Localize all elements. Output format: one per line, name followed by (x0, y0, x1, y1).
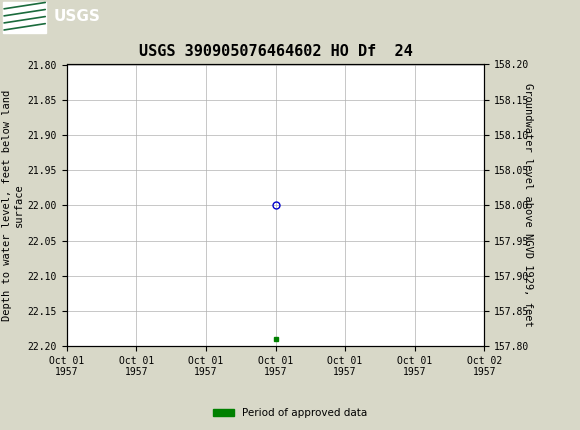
Legend: Period of approved data: Period of approved data (209, 404, 371, 423)
Text: USGS: USGS (53, 9, 100, 25)
Y-axis label: Groundwater level above NGVD 1929, feet: Groundwater level above NGVD 1929, feet (523, 83, 534, 327)
Title: USGS 390905076464602 HO Df  24: USGS 390905076464602 HO Df 24 (139, 44, 412, 59)
Y-axis label: Depth to water level, feet below land
surface: Depth to water level, feet below land su… (2, 90, 23, 321)
FancyBboxPatch shape (3, 2, 46, 34)
